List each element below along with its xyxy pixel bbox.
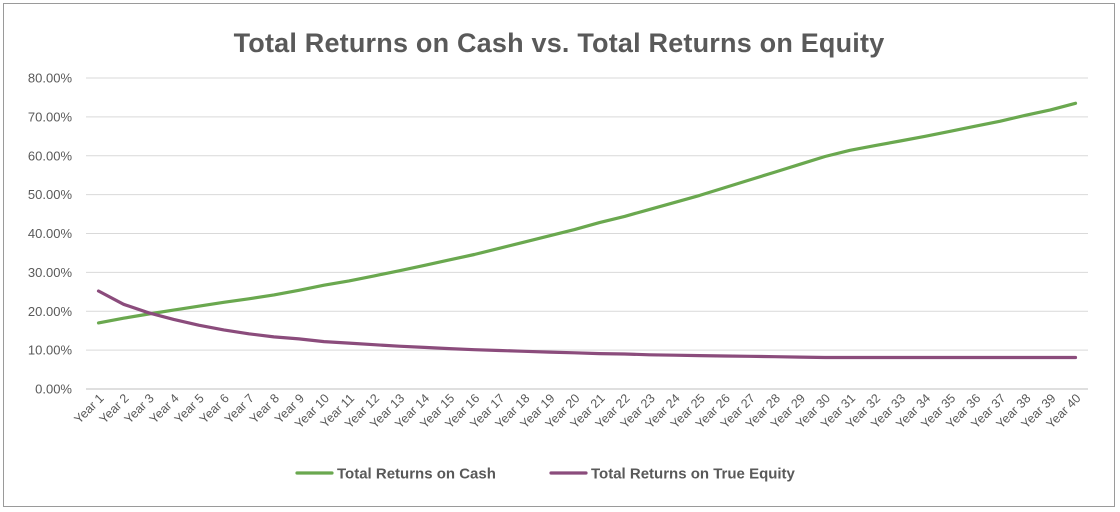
series-line-1	[96, 101, 1078, 325]
y-tick-label: 20.00%	[28, 304, 73, 319]
y-tick-label: 70.00%	[28, 109, 73, 124]
y-axis-ticks: 0.00% 10.00% 20.00% 30.00% 40.00% 50.00% 60.00…	[28, 71, 73, 397]
legend-label-2: Total Returns on True Equity	[591, 466, 796, 483]
y-tick-label: 10.00%	[28, 343, 73, 358]
series-line-2	[96, 289, 1078, 360]
legend-label-1: Total Returns on Cash	[337, 466, 496, 483]
y-tick-label: 40.00%	[28, 226, 73, 241]
y-tick-label: 30.00%	[28, 265, 73, 280]
y-tick-label: 50.00%	[28, 187, 73, 202]
series-lines	[96, 101, 1078, 360]
legend: Total Returns on Cash Total Returns on Tr…	[295, 466, 796, 483]
y-tick-label: 80.00%	[28, 71, 73, 86]
gridlines	[86, 77, 1088, 390]
y-tick-label: 0.00%	[35, 382, 72, 397]
y-tick-label: 60.00%	[28, 148, 73, 163]
chart-frame: Total Returns on Cash vs. Total Returns …	[3, 3, 1115, 507]
chart-title: Total Returns on Cash vs. Total Returns …	[233, 28, 885, 58]
